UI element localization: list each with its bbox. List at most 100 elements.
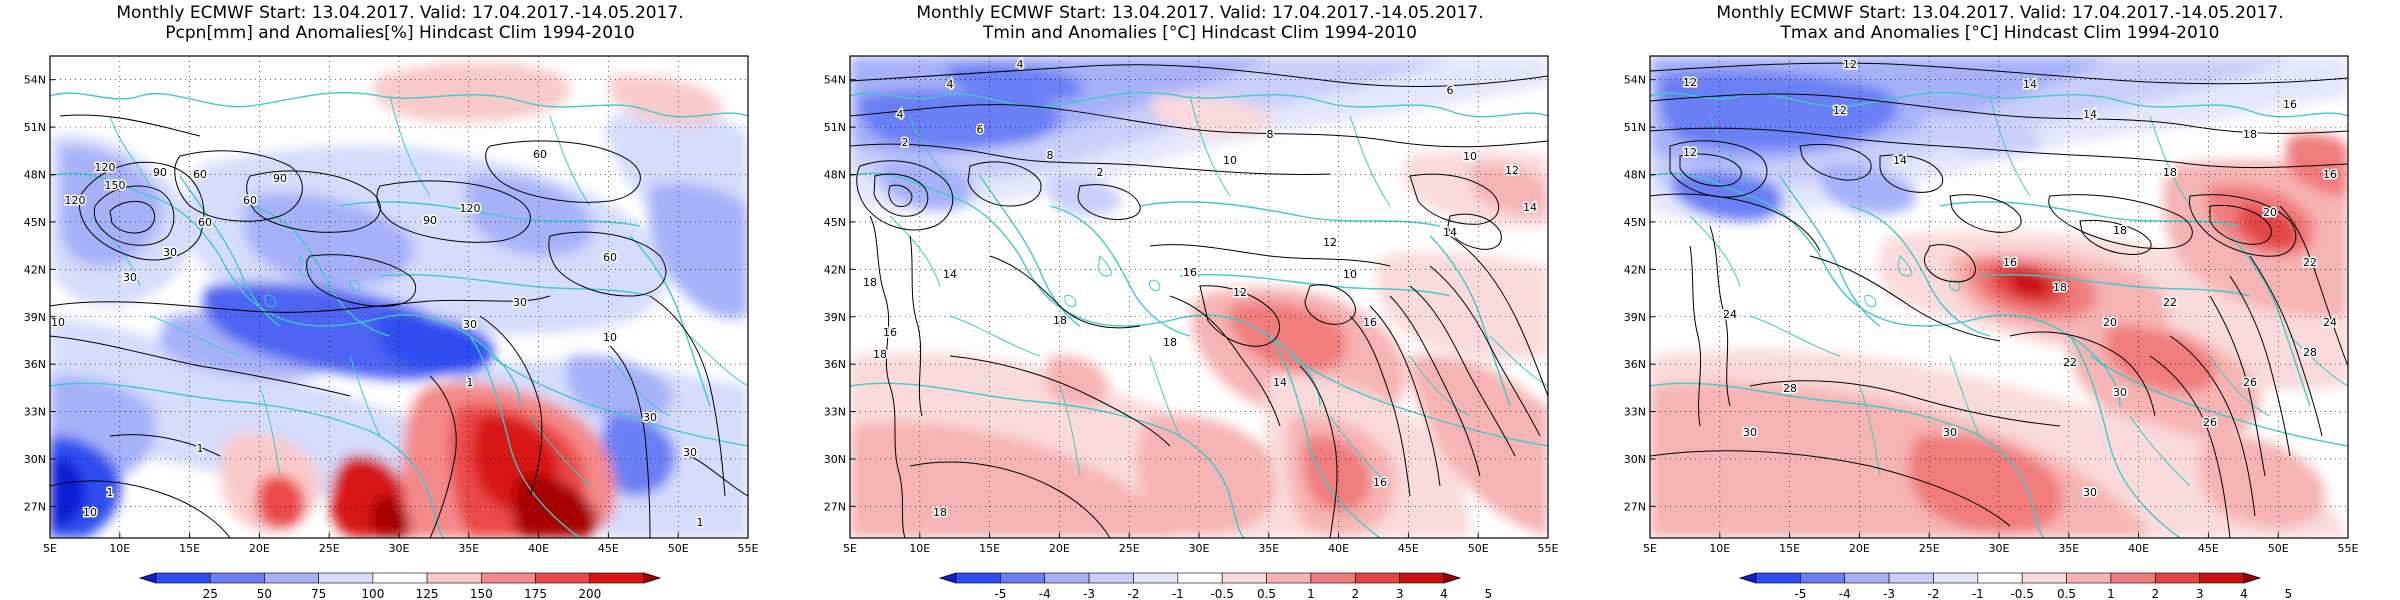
contour-label: 12 [1683, 76, 1697, 89]
tmin-panel: Monthly ECMWF Start: 13.04.2017. Valid: … [824, 3, 1559, 600]
contour-line [2048, 194, 2193, 250]
lat-tick-label: 54N [1624, 74, 1646, 87]
contour-line [174, 150, 303, 222]
lat-tick-label: 33N [24, 406, 46, 419]
contour-line [2209, 295, 2266, 477]
colorbar-segment [1399, 572, 1445, 584]
lon-tick-label: 40E [2128, 542, 2149, 555]
contour-line [50, 335, 351, 397]
contour-label: 90 [423, 214, 437, 227]
contour-label: 16 [1183, 266, 1197, 279]
contour-line [850, 104, 1548, 148]
contour-line [479, 315, 543, 497]
contour-line [2279, 205, 2348, 367]
lon-tick-label: 10E [109, 542, 130, 555]
lon-tick-label: 5E [1643, 542, 1657, 555]
lat-tick-label: 33N [824, 406, 846, 419]
contour-label: 4 [1017, 58, 1024, 71]
contour-line [1650, 93, 2348, 134]
colorbar-tick-label: -0.5 [2010, 587, 2033, 600]
contour-line [1923, 244, 1976, 283]
anomaly-field [1650, 56, 2348, 538]
contour-line [93, 185, 175, 246]
contour-label: 10 [83, 506, 97, 519]
colorbar-tick-label: 3 [2196, 587, 2204, 600]
contour-line [1679, 153, 1742, 187]
contour-line [306, 254, 417, 307]
lat-tick-label: 33N [1624, 406, 1646, 419]
colorbar-tick-label: 2 [2151, 587, 2159, 600]
contour-line [989, 255, 1141, 329]
contour-line [1169, 295, 1281, 427]
contour-label: 1 [107, 486, 114, 499]
contour-label: 30 [1943, 426, 1957, 439]
lon-tick-label: 20E [1049, 542, 1070, 555]
contour-label: 10 [1343, 268, 1357, 281]
contour-label: 1 [697, 516, 704, 529]
contour-label: 30 [2113, 386, 2127, 399]
contour-label: 12 [1233, 286, 1247, 299]
contour-label-layer: 12 12 14 12 16 14 18 12 16 18 14 20 18 2… [1682, 57, 2339, 501]
contour-line [50, 295, 551, 313]
contour-line [1709, 225, 1731, 407]
contour-label: 120 [65, 194, 86, 207]
anomaly-field [50, 61, 748, 538]
contour-label: 1 [197, 442, 204, 455]
lon-tick-label: 15E [979, 542, 1000, 555]
colorbar-segment [2110, 572, 2156, 584]
colorbar-tick-label: 0.5 [2057, 587, 2076, 600]
colorbar-tick-label: -1 [1172, 587, 1184, 600]
colorbar-segment [2066, 572, 2112, 584]
panel-title-line1: Monthly ECMWF Start: 13.04.2017. Valid: … [116, 3, 683, 23]
colorbar-tick-label: 5 [1485, 587, 1493, 600]
contour-line [2079, 219, 2152, 255]
contour-line [1669, 140, 1768, 198]
contour-label: 12 [1833, 104, 1847, 117]
contour-label: 26 [2243, 376, 2257, 389]
contour-label: 16 [2003, 256, 2017, 269]
coastline-layer [850, 91, 1548, 538]
latitude-axis: 54N 51N 48N 45N 42N 39N 36N 33N 30N 27N [824, 74, 855, 513]
contour-line [1749, 380, 2061, 427]
lon-tick-label: 5E [843, 542, 857, 555]
contour-line [1689, 245, 1702, 427]
panel-title-line2: Pcpn[mm] and Anomalies[%] Hindcast Clim … [165, 23, 634, 43]
colorbar-tick-label: 1 [1307, 587, 1315, 600]
lat-tick-label: 36N [824, 358, 846, 371]
contour-label: 14 [2083, 108, 2097, 121]
colorbar-tick-label: 3 [1396, 587, 1404, 600]
lon-tick-label: 15E [179, 542, 200, 555]
contour-line [869, 215, 906, 538]
contour-line [2009, 331, 2156, 417]
lat-tick-label: 36N [24, 358, 46, 371]
lat-tick-label: 42N [24, 263, 46, 276]
contour-label-layer: 4 4 6 4 6 8 2 2 8 10 10 12 14 14 12 10 1 [862, 57, 1539, 521]
colorbar-segment [209, 572, 265, 584]
contour-line [109, 434, 221, 457]
colorbar-tick-label: -5 [1794, 587, 1806, 600]
contour-label-layer: 120 150 90 120 60 60 90 60 90 120 30 30 … [50, 147, 705, 531]
colorbar-segment [1266, 572, 1312, 584]
lon-tick-label: 10E [909, 542, 930, 555]
colorbar-arrow-high [1443, 572, 1462, 584]
lat-tick-label: 51N [824, 121, 846, 134]
lat-tick-label: 51N [1624, 121, 1646, 134]
contour-line [1447, 213, 1502, 250]
lat-tick-label: 48N [824, 169, 846, 182]
colorbar-tick-label: 1 [2107, 587, 2115, 600]
contour-line [1799, 143, 1872, 181]
contour-label: 120 [95, 161, 116, 174]
lat-tick-label: 42N [1624, 263, 1646, 276]
contour-line [1389, 295, 1481, 477]
contour-label: 18 [2113, 224, 2127, 237]
contour-line [376, 180, 531, 243]
contour-label: 14 [1273, 376, 1287, 389]
map-area: 4 4 6 4 6 8 2 2 8 10 10 12 14 14 12 10 1 [824, 55, 1559, 555]
colorbar-segment [2199, 572, 2245, 584]
lat-tick-label: 30N [824, 453, 846, 466]
contour-label: 4 [947, 78, 954, 91]
graticule [850, 56, 1548, 538]
lat-tick-label: 27N [824, 500, 846, 513]
contour-label: 10 [1463, 150, 1477, 163]
contour-line [1449, 235, 1548, 397]
